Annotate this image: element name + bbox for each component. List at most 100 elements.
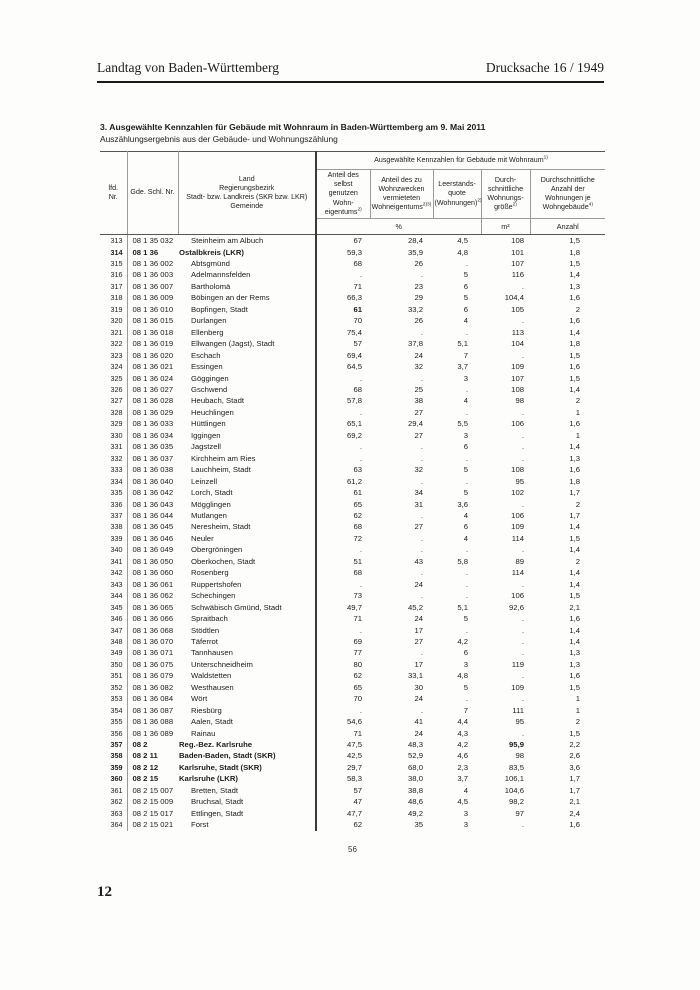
cell-value: 2 [575, 717, 581, 727]
page-number-center: 56 [348, 845, 357, 854]
cell-value: 25 [414, 384, 423, 394]
cell-value: 1,6 [569, 614, 581, 624]
cell-value: 35 [414, 820, 423, 830]
cell-gde-schl-nr: 08 2 12 [132, 762, 159, 772]
cell-value: 107 [511, 259, 524, 268]
cell-gde-schl-nr: 08 1 36 003 [132, 270, 174, 280]
cell-value: 48,3 [408, 740, 423, 750]
cell-value: 95 [515, 476, 524, 486]
cell-value: 49,7 [347, 602, 362, 612]
cell-value: . [420, 568, 423, 578]
table-row: 330 08 1 36 034 Iggingen 69,2 27 3. 1 [100, 429, 605, 442]
cell-gde-schl-nr: 08 1 36 021 [132, 362, 174, 372]
cell-value: 68,0 [408, 762, 423, 772]
cell-value: 108 [511, 236, 524, 246]
cell-value: 29,7 [347, 762, 362, 772]
cell-value: 4 [463, 785, 468, 795]
cell-gde-schl-nr: 08 1 36 088 [132, 717, 174, 727]
cell-lfd-nr: 355 [100, 716, 128, 728]
cell-value: . [420, 705, 423, 715]
unit-percent: % [316, 218, 482, 236]
cell-value: 5 [463, 465, 468, 475]
cell-value: 62 [353, 671, 362, 681]
cell-value: 3 [463, 659, 468, 669]
cell-value: 61 [353, 304, 362, 314]
cell-value: 95 [515, 717, 524, 727]
cell-value: 116 [511, 270, 524, 280]
table-row: 326 08 1 36 027 Gschwend 68 25. 108 1,4 [100, 383, 605, 396]
cell-value: 101 [511, 247, 524, 257]
cell-value: 34 [414, 488, 423, 498]
cell-value: 62 [353, 820, 362, 830]
cell-value: 2,6 [569, 751, 581, 761]
table-subtitle: Auszählungsergebnis aus der Gebäude- und… [100, 134, 338, 144]
table-row: 363 08 2 15 017 Ettlingen, Stadt 47,7 49,2 3 9… [100, 807, 605, 820]
cell-value: . [420, 533, 423, 543]
cell-value: 3,6 [569, 762, 581, 772]
table-row: 353 08 1 36 084 Wört 70 24.. 1 [100, 693, 605, 705]
cell-value: 98,2 [509, 797, 524, 807]
cell-value: . [420, 270, 423, 280]
cell-value: 106,1 [504, 774, 524, 784]
cell-value: 5,5 [457, 419, 468, 429]
col-header-gde-schl-nr: Gde. Schl. Nr. [127, 150, 179, 236]
cell-gemeinde: Iggingen [178, 429, 317, 442]
cell-value: 70 [353, 694, 362, 704]
cell-lfd-nr: 337 [100, 509, 128, 522]
cell-value: . [420, 373, 423, 383]
cell-gemeinde: Karlsruhe (LKR) [178, 773, 317, 785]
cell-value: 1 [575, 705, 581, 715]
cell-value: 104,6 [504, 785, 524, 795]
cell-value: . [521, 820, 524, 830]
cell-value: 6 [463, 304, 468, 314]
cell-value: 3 [463, 373, 468, 383]
cell-lfd-nr: 349 [100, 647, 128, 659]
cell-gde-schl-nr: 08 1 36 029 [132, 407, 174, 417]
cell-value: . [521, 545, 524, 555]
cell-value: 4,2 [457, 740, 468, 750]
cell-gemeinde: Ostalbkreis (LKR) [178, 246, 317, 258]
cell-value: 5,1 [457, 602, 468, 612]
table-row: 318 08 1 36 009 Böbingen an der Rems 66,3 29… [100, 292, 605, 304]
cell-value: 1,6 [569, 671, 581, 681]
cell-value: 69,4 [347, 350, 362, 360]
table-row: 344 08 1 36 062 Schechingen 73.. 106 1,5 [100, 590, 605, 602]
cell-value: 80 [353, 659, 362, 669]
col-header-leerstandsquote: Leerstands- quote (Wohnungen)2) [433, 169, 482, 220]
cell-gde-schl-nr: 08 1 36 075 [132, 659, 174, 669]
cell-value: 3 [463, 430, 468, 440]
cell-lfd-nr: 318 [100, 292, 128, 304]
cell-lfd-nr: 364 [100, 819, 128, 831]
cell-gde-schl-nr: 08 1 36 024 [132, 373, 174, 383]
cell-gemeinde: Ellenberg [178, 326, 317, 339]
cell-value: 5 [463, 682, 468, 692]
cell-value: 17 [414, 659, 423, 669]
cell-lfd-nr: 345 [100, 601, 128, 614]
cell-gemeinde: Bopfingen, Stadt [178, 303, 317, 316]
cell-gde-schl-nr: 08 1 36 028 [132, 396, 174, 406]
cell-value: 95,9 [509, 740, 524, 750]
cell-gde-schl-nr: 08 1 36 082 [132, 682, 174, 692]
cell-value: 30 [414, 682, 423, 692]
cell-value: . [465, 407, 468, 417]
cell-value: . [359, 442, 362, 452]
cell-value: . [521, 442, 524, 452]
table-row: 314 08 1 36 Ostalbkreis (LKR) 59,3 35,9 4,8 10… [100, 246, 605, 258]
cell-value: 4,2 [457, 636, 468, 646]
table-body: 313 08 1 35 032 Steinheim am Albuch 67 28,4 4… [100, 234, 605, 831]
cell-lfd-nr: 332 [100, 452, 128, 465]
cell-value: 1,5 [569, 259, 581, 268]
cell-gemeinde: Stödtlen [178, 624, 317, 636]
cell-value: 77 [353, 648, 362, 658]
cell-value: . [521, 407, 524, 417]
cell-value: . [465, 384, 468, 394]
cell-value: 49,2 [408, 808, 423, 818]
cell-value: 71 [353, 281, 362, 291]
cell-value: 106 [511, 419, 524, 429]
cell-value: . [465, 476, 468, 486]
cell-lfd-nr: 344 [100, 590, 128, 602]
cell-value: . [420, 442, 423, 452]
cell-value: 32 [414, 362, 423, 372]
cell-gde-schl-nr: 08 1 36 009 [132, 293, 174, 303]
cell-value: 1,7 [569, 510, 581, 520]
